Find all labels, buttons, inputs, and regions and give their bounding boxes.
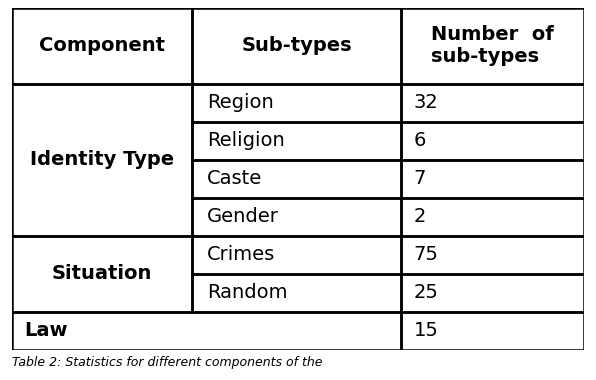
Text: Caste: Caste	[207, 169, 262, 188]
Text: Law: Law	[24, 321, 68, 340]
Text: Table 2: Statistics for different components of the: Table 2: Statistics for different compon…	[12, 356, 322, 369]
Bar	[12, 236, 192, 312]
Text: 32: 32	[414, 93, 439, 112]
Bar	[401, 198, 584, 236]
Bar	[192, 236, 401, 274]
Text: Number  of
sub-types: Number of sub-types	[431, 25, 554, 66]
Text: 7: 7	[414, 169, 426, 188]
Bar	[401, 160, 584, 198]
Bar	[401, 274, 584, 312]
Text: Identity Type: Identity Type	[30, 150, 174, 169]
Text: Component: Component	[39, 36, 165, 55]
Bar	[192, 274, 401, 312]
Text: Gender: Gender	[207, 207, 279, 226]
Bar	[12, 84, 192, 236]
Bar	[12, 312, 401, 350]
Text: Religion: Religion	[207, 131, 284, 150]
Text: 6: 6	[414, 131, 426, 150]
Bar	[192, 8, 401, 84]
Bar	[192, 84, 401, 122]
Bar	[401, 8, 584, 84]
Text: Region: Region	[207, 93, 274, 112]
Text: 25: 25	[414, 283, 439, 302]
Bar	[401, 236, 584, 274]
Bar	[192, 122, 401, 160]
Bar	[192, 160, 401, 198]
Text: Situation: Situation	[52, 264, 152, 283]
Text: Crimes: Crimes	[207, 245, 275, 264]
Bar	[12, 8, 192, 84]
Bar	[401, 122, 584, 160]
Text: Random: Random	[207, 283, 287, 302]
Text: 15: 15	[414, 321, 439, 340]
Bar	[401, 312, 584, 350]
Bar	[192, 198, 401, 236]
Bar	[401, 84, 584, 122]
Text: 75: 75	[414, 245, 439, 264]
Text: 2: 2	[414, 207, 426, 226]
Text: Sub-types: Sub-types	[241, 36, 352, 55]
